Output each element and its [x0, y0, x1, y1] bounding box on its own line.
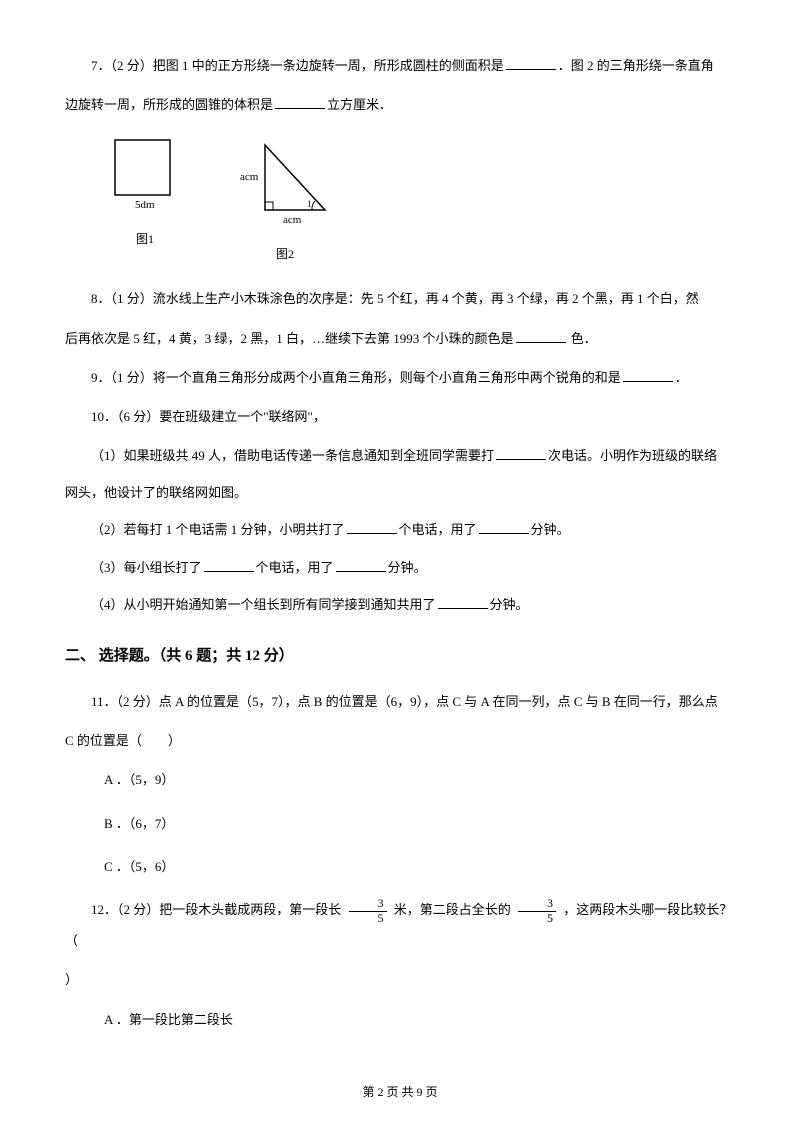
q7-text-1: 7．（2 分）把图 1 中的正方形绕一条边旋转一周，所形成圆柱的侧面积是 [91, 58, 504, 73]
q10-1-blank[interactable] [496, 444, 546, 460]
q10-1-text-2: 次电话。小明作为班级的联络 [548, 448, 717, 463]
question-7-line2: 边旋转一周，所形成的圆锥的体积是 立方厘米． [65, 89, 735, 120]
figures-container: 5dm 图1 1 acm acm 图2 [105, 135, 735, 268]
q10-header: 10．（6 分）要在班级建立一个"联络网"， [91, 409, 326, 424]
question-12-line2: ） [65, 964, 735, 995]
figure-2: 1 acm acm 图2 [235, 135, 335, 268]
fig1-caption: 图1 [105, 225, 185, 254]
section-2-header: 二、 选择题。（共 6 题；共 12 分） [65, 638, 735, 674]
question-8: 8．（1 分）流水线上生产小木珠涂色的次序是：先 5 个红，再 4 个黄，再 3… [65, 283, 735, 314]
question-10-4: （4）从小明开始通知第一个组长到所有同学接到通知共用了 分钟。 [65, 589, 735, 620]
q7-blank-2[interactable] [275, 93, 325, 109]
q10-4-text-2: 分钟。 [490, 597, 529, 612]
fig2-caption: 图2 [235, 240, 335, 269]
q12-text-4: ） [65, 972, 78, 987]
q10-1-text-3: 网头，他设计了的联络网如图。 [65, 485, 247, 500]
q7-blank-1[interactable] [506, 54, 556, 70]
q7-text-3: 边旋转一周，所形成的圆锥的体积是 [65, 97, 273, 112]
q7-text-4: 立方厘米． [327, 97, 392, 112]
q10-4-blank[interactable] [438, 593, 488, 609]
q10-3-text-2: 个电话，用了 [256, 560, 334, 575]
question-10-header: 10．（6 分）要在班级建立一个"联络网"， [65, 401, 735, 432]
q10-1-text-1: （1）如果班级共 49 人，借助电话传递一条信息通知到全班同学需要打 [91, 448, 494, 463]
q11-text-2: C 的位置是（ ） [65, 733, 181, 748]
q10-2-blank-2[interactable] [479, 518, 529, 534]
q10-2-blank-1[interactable] [347, 518, 397, 534]
question-10-2: （2）若每打 1 个电话需 1 分钟，小明共打了 个电话，用了 分钟。 [65, 514, 735, 545]
q11-option-a[interactable]: A ．（5，9） [65, 764, 735, 795]
q10-2-text-3: 分钟。 [531, 522, 570, 537]
question-7: 7．（2 分）把图 1 中的正方形绕一条边旋转一周，所形成圆柱的侧面积是 ．图 2… [65, 50, 735, 81]
q9-text-2: ． [675, 370, 688, 385]
q9-text-1: 9．（1 分）将一个直角三角形分成两个小直角三角形，则每个小直角三角形中两个锐角… [91, 370, 621, 385]
question-10-3: （3）每小组长打了 个电话，用了 分钟。 [65, 552, 735, 583]
q10-4-text-1: （4）从小明开始通知第一个组长到所有同学接到通知共用了 [91, 597, 436, 612]
q11-option-b[interactable]: B ．（6，7） [65, 808, 735, 839]
question-10-1: （1）如果班级共 49 人，借助电话传递一条信息通知到全班同学需要打 次电话。小明… [65, 440, 735, 471]
q10-2-text-2: 个电话，用了 [399, 522, 477, 537]
question-11-line2: C 的位置是（ ） [65, 725, 735, 756]
question-10-1-line2: 网头，他设计了的联络网如图。 [65, 477, 735, 508]
q10-3-blank-1[interactable] [204, 556, 254, 572]
fig1-dim-label: 5dm [135, 199, 155, 210]
q10-3-blank-2[interactable] [336, 556, 386, 572]
triangle-diagram: 1 acm acm [235, 135, 335, 225]
q12-fraction-1: 35 [349, 897, 387, 924]
q7-text-2: ．图 2 的三角形绕一条直角 [558, 58, 714, 73]
q12-option-a[interactable]: A ．第一段比第二段长 [65, 1004, 735, 1035]
q9-blank[interactable] [623, 366, 673, 382]
q10-3-text-3: 分钟。 [388, 560, 427, 575]
q8-text-3: 色． [568, 331, 597, 346]
question-8-line2: 后再依次是 5 红，4 黄，3 绿，2 黑，1 白，…继续下去第 1993 个小… [65, 323, 735, 354]
fig2-v-label: acm [240, 171, 259, 183]
question-9: 9．（1 分）将一个直角三角形分成两个小直角三角形，则每个小直角三角形中两个锐角… [65, 362, 735, 393]
q11-option-c[interactable]: C ．（5，6） [65, 851, 735, 882]
q12-text-1: 12．（2 分）把一段木头截成两段，第一段长 [91, 902, 345, 917]
q12-fraction-2: 35 [518, 897, 556, 924]
q12-text-2: 米，第二段占全长的 [391, 902, 515, 917]
q10-2-text-1: （2）若每打 1 个电话需 1 分钟，小明共打了 [91, 522, 345, 537]
question-11: 11．（2 分）点 A 的位置是（5，7），点 B 的位置是（6，9），点 C … [65, 686, 735, 717]
q8-text-2: 后再依次是 5 红，4 黄，3 绿，2 黑，1 白，…继续下去第 1993 个小… [65, 331, 514, 346]
q8-text-1: 8．（1 分）流水线上生产小木珠涂色的次序是：先 5 个红，再 4 个黄，再 3… [91, 291, 699, 306]
q11-text-1: 11．（2 分）点 A 的位置是（5，7），点 B 的位置是（6，9），点 C … [91, 694, 718, 709]
page-footer: 第 2 页 共 9 页 [0, 1078, 800, 1107]
q10-3-text-1: （3）每小组长打了 [91, 560, 202, 575]
figure-1: 5dm 图1 [105, 135, 185, 268]
fig2-h-label: acm [283, 214, 302, 225]
q8-blank[interactable] [516, 327, 566, 343]
fig2-angle-label: 1 [307, 199, 312, 209]
square-diagram: 5dm [105, 135, 185, 210]
question-12: 12．（2 分）把一段木头截成两段，第一段长 35 米，第二段占全长的 35 ，… [65, 894, 735, 956]
